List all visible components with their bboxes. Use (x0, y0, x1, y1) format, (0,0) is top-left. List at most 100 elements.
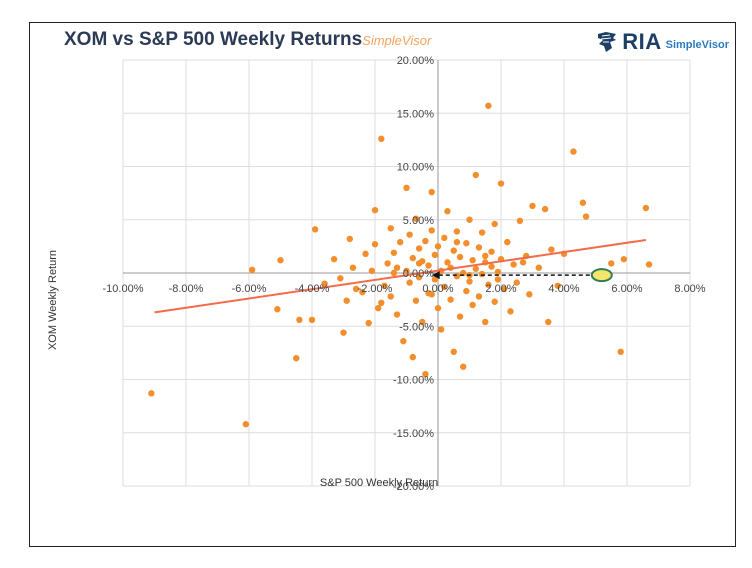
x-tick-label: -4.00% (295, 283, 330, 295)
data-point (529, 202, 536, 210)
data-point (428, 291, 435, 298)
data-point (296, 316, 303, 324)
y-tick-label: -5.00% (399, 321, 434, 333)
data-point (371, 206, 379, 214)
data-point (456, 253, 464, 261)
data-point (447, 296, 454, 303)
data-point (422, 237, 429, 245)
y-tick-label: -15.00% (393, 428, 434, 440)
data-point (349, 264, 357, 271)
data-point (274, 306, 281, 313)
data-point (485, 102, 492, 109)
data-point (450, 247, 457, 254)
y-tick-label: 0.00% (403, 268, 434, 280)
logo-product: SimpleVisor (665, 39, 729, 51)
y-tick-label: 5.00% (403, 215, 434, 227)
x-tick-label: -2.00% (358, 283, 393, 295)
data-point (491, 220, 498, 228)
data-point (617, 348, 624, 356)
x-tick-label: -6.00% (232, 283, 267, 295)
data-point (494, 268, 502, 276)
logo-brand: RIA (622, 29, 662, 54)
data-point (352, 285, 360, 293)
data-point (582, 213, 590, 220)
data-point (535, 264, 542, 271)
data-point (488, 248, 495, 255)
data-point (507, 308, 514, 315)
data-point (570, 148, 577, 155)
data-point (378, 299, 385, 307)
data-point (463, 239, 470, 247)
y-axis-label: XOM Weekly Return (47, 250, 59, 350)
data-point (393, 264, 401, 271)
data-point (482, 252, 489, 260)
data-point (415, 245, 423, 252)
data-point (346, 235, 353, 243)
data-point (437, 326, 445, 333)
data-point (478, 270, 486, 278)
data-point (608, 260, 615, 267)
data-point (475, 244, 483, 251)
data-point (242, 421, 250, 428)
highlight-marker (590, 268, 613, 283)
data-point (579, 199, 587, 206)
y-tick-label: 20.00% (397, 55, 435, 67)
data-point (466, 278, 473, 285)
data-point (412, 215, 420, 222)
data-point (548, 246, 555, 253)
data-point (554, 282, 561, 289)
data-point (620, 255, 628, 263)
data-point (330, 255, 338, 263)
data-point (434, 243, 442, 250)
data-point (311, 226, 319, 233)
data-point (472, 171, 479, 179)
data-point (321, 280, 328, 287)
data-point (248, 266, 256, 274)
data-point (469, 257, 476, 264)
x-axis-label: S&P 500 Weekly Return (320, 477, 438, 489)
data-point (293, 355, 300, 362)
data-point (406, 231, 413, 238)
data-point (359, 288, 366, 296)
data-point (390, 269, 398, 277)
y-tick-label: 10.00% (397, 162, 435, 174)
data-point (390, 249, 398, 256)
data-point (415, 260, 423, 267)
chart-frame: XOM vs S&P 500 Weekly ReturnsSimpleVisor… (29, 22, 736, 547)
data-point (422, 370, 429, 378)
data-point (409, 254, 416, 262)
data-point (541, 205, 549, 213)
data-point (277, 257, 284, 264)
data-point (403, 267, 410, 275)
data-point (469, 301, 476, 309)
data-point (472, 265, 479, 272)
data-point (475, 293, 483, 300)
data-point (642, 204, 650, 212)
x-tick-label: 0.00% (422, 283, 453, 295)
data-point (419, 318, 426, 326)
chart-title: XOM vs S&P 500 Weekly Returns (64, 29, 363, 50)
y-tick-label: -20.00% (393, 481, 434, 493)
data-point (460, 363, 467, 370)
data-point (384, 260, 391, 267)
data-point (497, 180, 505, 187)
x-tick-label: 4.00% (548, 283, 579, 295)
data-point (491, 298, 498, 305)
data-point (400, 337, 407, 345)
data-point (412, 297, 420, 304)
data-point (337, 275, 344, 282)
data-point (453, 238, 461, 246)
data-point (365, 319, 372, 327)
data-point (343, 297, 350, 304)
data-point (450, 348, 457, 356)
data-point (393, 311, 401, 318)
data-point (148, 390, 155, 397)
data-point (374, 304, 382, 312)
data-point (441, 283, 448, 291)
data-point (431, 276, 439, 283)
data-point (526, 291, 533, 298)
data-point (545, 318, 552, 326)
data-point (453, 272, 461, 280)
chart-title-block: XOM vs S&P 500 Weekly ReturnsSimpleVisor (64, 29, 431, 51)
data-point (381, 282, 388, 289)
